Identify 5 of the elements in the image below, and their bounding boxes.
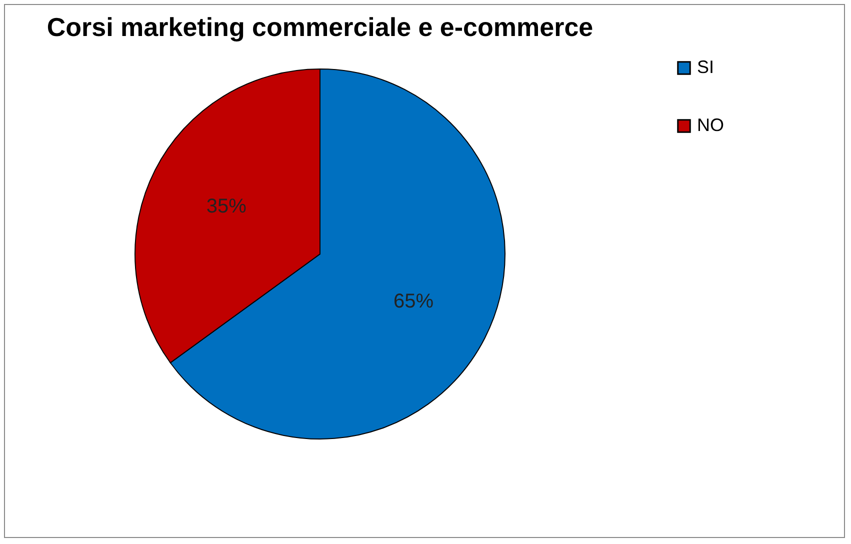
data-label: 35%	[206, 195, 247, 218]
data-label: 65%	[394, 290, 434, 313]
chart-title: Corsi marketing commerciale e e-commerce	[46, 12, 594, 42]
legend-label: NO	[697, 115, 724, 135]
legend-label: SI	[697, 57, 714, 77]
